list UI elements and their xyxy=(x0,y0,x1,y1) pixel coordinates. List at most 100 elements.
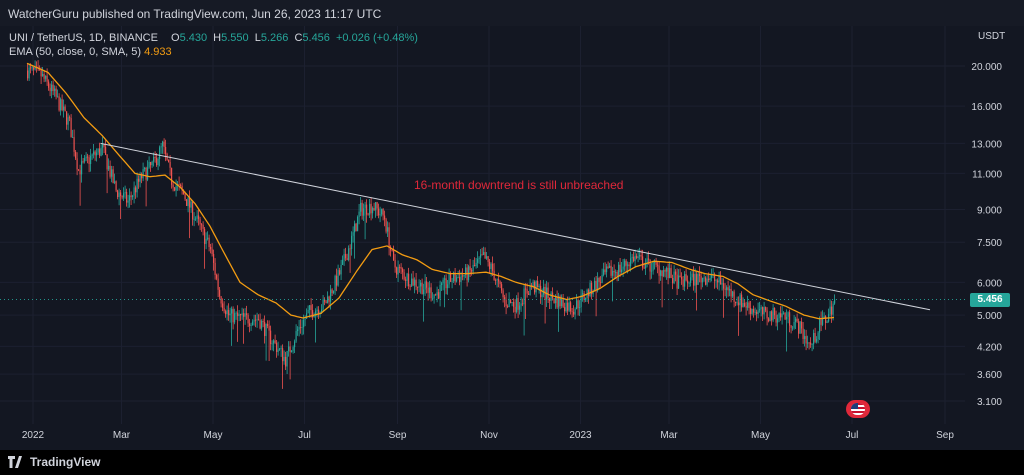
candle-body xyxy=(528,293,530,295)
candle-body xyxy=(129,195,131,201)
candle-body xyxy=(658,265,660,276)
candle-body xyxy=(717,280,719,283)
candle-body xyxy=(706,278,708,285)
y-tick-label: 3.600 xyxy=(977,370,1002,381)
candle-body xyxy=(433,294,435,299)
candle-body xyxy=(421,282,423,295)
chart-annotation[interactable]: 16-month downtrend is still unbreached xyxy=(414,178,624,192)
downtrend-line[interactable] xyxy=(100,142,931,311)
candle-body xyxy=(49,87,51,92)
candle-body xyxy=(396,267,398,275)
candle-body xyxy=(823,316,825,318)
candle-body xyxy=(384,215,386,220)
chart-canvas[interactable]: 20.000 16.000 13.000 11.000 9.000 7.500 6.000 5… xyxy=(0,26,1024,450)
candle-body xyxy=(64,106,66,112)
candle-body xyxy=(714,273,716,282)
x-tick-label: Jul xyxy=(298,430,311,441)
candle-body xyxy=(709,277,711,281)
candle-body xyxy=(225,311,227,315)
candle-body xyxy=(288,346,290,352)
candle-body xyxy=(682,279,684,287)
candle-body xyxy=(484,252,486,259)
candle-body xyxy=(388,227,390,249)
events-flag-button[interactable] xyxy=(846,400,870,418)
candle-body xyxy=(705,277,707,285)
candle-body xyxy=(744,303,746,307)
candle-body xyxy=(57,96,59,98)
candle-body xyxy=(412,278,414,286)
candle-body xyxy=(645,264,647,269)
candle-body xyxy=(361,202,363,216)
candle-body xyxy=(318,309,320,315)
candle-body xyxy=(817,332,819,340)
chart-panel[interactable]: 20.000 16.000 13.000 11.000 9.000 7.500 6.000 5… xyxy=(0,26,1024,450)
candle-body xyxy=(700,276,702,283)
candle-body xyxy=(718,276,720,283)
candle-body xyxy=(118,192,120,198)
candle-body xyxy=(589,282,591,296)
candle-body xyxy=(780,313,782,318)
legend-ema[interactable]: EMA (50, close, 0, SMA, 5) 4.933 xyxy=(9,46,172,58)
candle-body xyxy=(643,267,645,269)
candle-body xyxy=(117,190,119,198)
candle-body xyxy=(84,158,86,162)
candle-body xyxy=(273,340,275,344)
candle-body xyxy=(816,339,818,342)
candle-body xyxy=(615,271,617,273)
candle-body xyxy=(253,319,255,322)
candle-body xyxy=(630,258,632,267)
candle-body xyxy=(72,137,74,138)
trendline-layer[interactable] xyxy=(100,142,931,311)
candle-body xyxy=(669,268,671,279)
candle-body xyxy=(43,73,45,79)
candle-body xyxy=(294,341,296,348)
candle-body xyxy=(30,67,32,69)
candle-body xyxy=(343,254,345,260)
candle-body xyxy=(619,264,621,272)
candle-body xyxy=(783,312,785,314)
candle-body xyxy=(655,262,657,265)
candle-body xyxy=(613,270,615,273)
candle-body xyxy=(738,302,740,306)
candle-body xyxy=(684,274,686,287)
candle-body xyxy=(367,214,369,216)
change-value: +0.026 (+0.48%) xyxy=(335,32,418,44)
candle-body xyxy=(190,201,192,208)
candle-body xyxy=(568,302,570,311)
candle-body xyxy=(139,173,141,182)
candle-body xyxy=(111,169,113,177)
y-tick-label: 9.000 xyxy=(977,205,1002,216)
candle-body xyxy=(364,204,366,209)
candle-body xyxy=(313,315,315,318)
candle-body xyxy=(774,307,776,316)
candle-body xyxy=(490,263,492,269)
candle-body xyxy=(447,284,449,289)
candle-body xyxy=(435,294,437,296)
candle-body xyxy=(555,296,557,304)
candle-body xyxy=(567,302,569,311)
symbol-label[interactable]: UNI / TetherUS, 1D, BINANCE xyxy=(9,32,158,44)
tradingview-brand[interactable]: TradingView xyxy=(30,455,101,469)
candle-body xyxy=(757,310,759,315)
candle-body xyxy=(375,202,377,211)
candle-body xyxy=(205,238,207,244)
candle-body xyxy=(646,258,648,265)
candle-body xyxy=(723,283,725,289)
candle-body xyxy=(603,269,605,275)
candle-body xyxy=(27,70,29,79)
axis-labels: 20.000 16.000 13.000 11.000 9.000 7.500 6.000 5… xyxy=(22,62,1003,441)
candle-body xyxy=(93,151,95,155)
candle-body xyxy=(502,290,504,298)
tradingview-logo-icon[interactable] xyxy=(8,456,26,468)
candle-body xyxy=(259,320,261,329)
candle-body xyxy=(426,281,428,288)
y-tick-label: 13.000 xyxy=(971,139,1002,150)
candle-body xyxy=(831,306,833,315)
candle-body xyxy=(736,302,738,304)
candle-body xyxy=(153,157,155,162)
candle-body xyxy=(55,88,57,97)
candle-body xyxy=(547,287,549,299)
candle-body xyxy=(820,319,822,325)
candle-body xyxy=(379,214,381,216)
y-tick-label: 16.000 xyxy=(971,102,1002,113)
